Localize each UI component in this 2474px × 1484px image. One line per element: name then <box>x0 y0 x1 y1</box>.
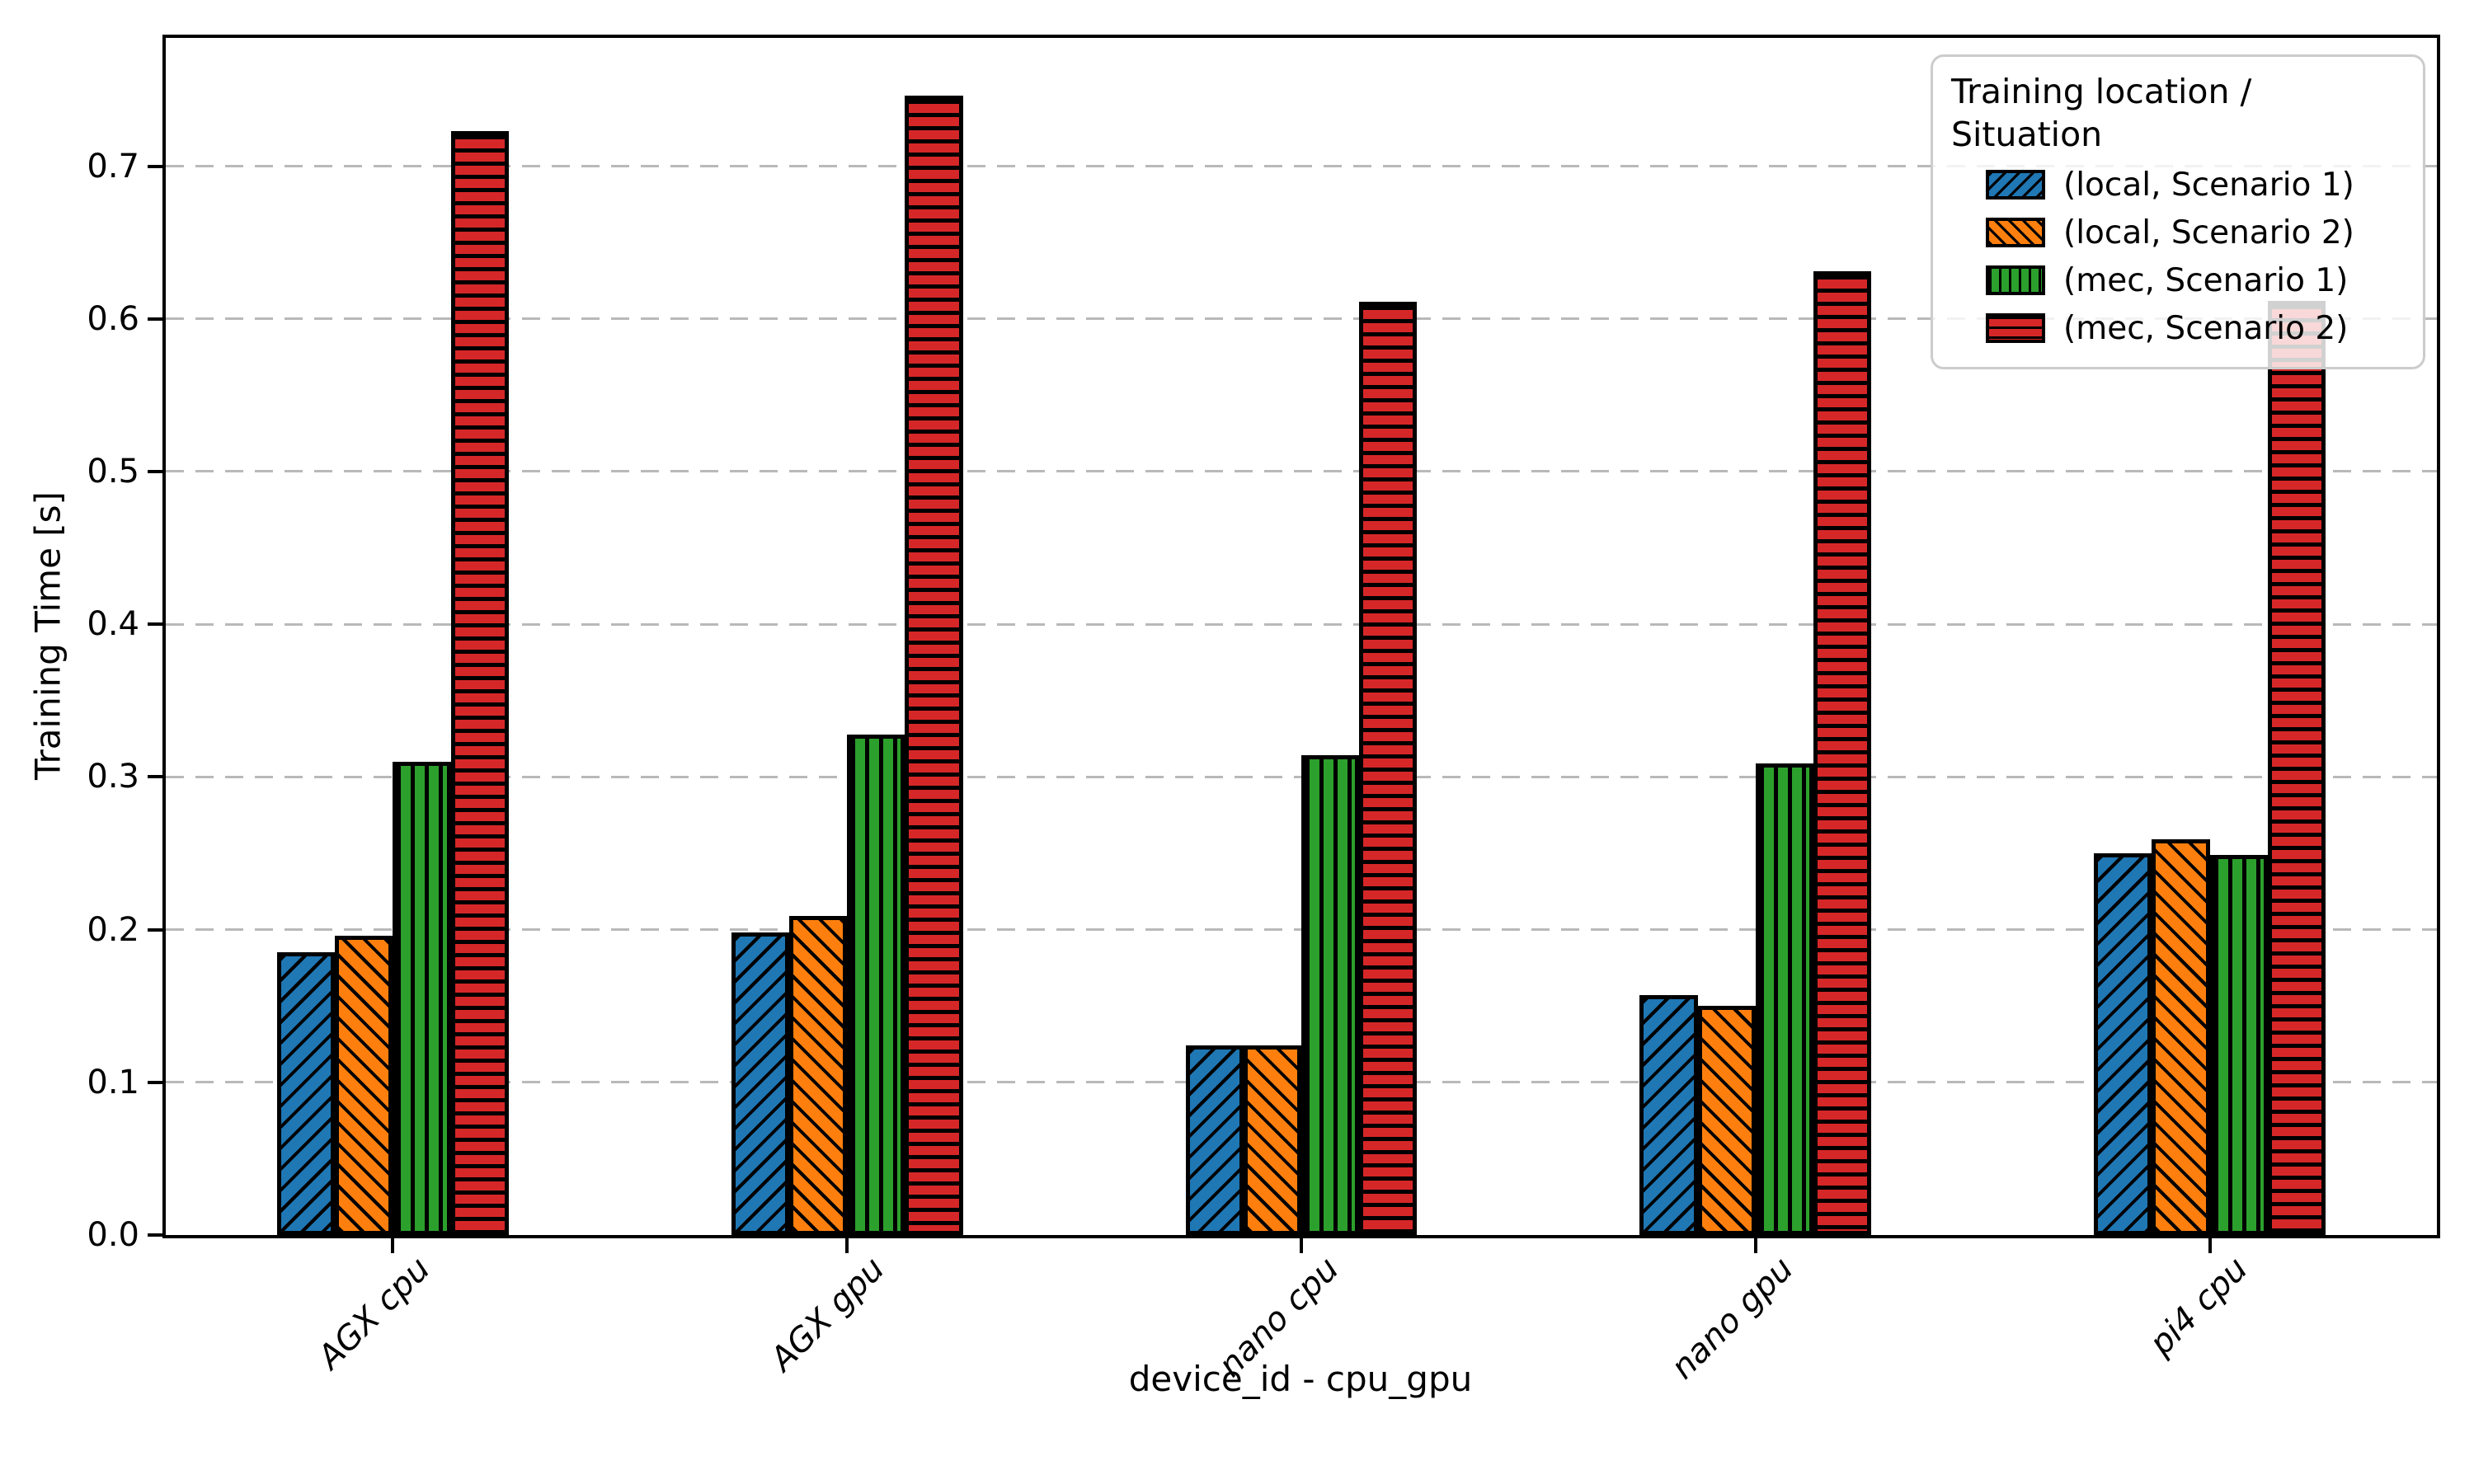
bar-AGX-gpu-s2 <box>788 915 848 1235</box>
y-tick-mark <box>148 1080 162 1084</box>
gridline <box>166 622 2437 626</box>
bar-pi4-cpu-s1 <box>2094 853 2152 1235</box>
y-tick-label: 0.3 <box>87 758 139 796</box>
x-axis-label: device_id - cpu_gpu <box>1128 1359 1473 1399</box>
x-tick-mark <box>391 1238 395 1253</box>
legend-item: (local, Scenario 2) <box>1951 209 2405 256</box>
bar-nano-cpu-s2 <box>1243 1045 1301 1235</box>
legend-title: Training location / Situation <box>1951 72 2252 154</box>
legend-item-label: (mec, Scenario 2) <box>2063 309 2349 347</box>
legend-item: (mec, Scenario 1) <box>1951 256 2405 304</box>
bar-AGX-cpu-s1 <box>276 952 336 1235</box>
legend: Training location / Situation (local, Sc… <box>1931 54 2425 369</box>
y-tick-label: 0.2 <box>87 910 139 949</box>
y-tick-label: 0.1 <box>87 1063 139 1101</box>
x-tick-mark <box>1753 1238 1757 1253</box>
bar-pi4-cpu-s4 <box>2267 300 2326 1235</box>
gridline <box>166 470 2437 473</box>
bar-pi4-cpu-s2 <box>2152 839 2210 1235</box>
bar-AGX-cpu-s4 <box>450 130 509 1235</box>
bar-AGX-gpu-s4 <box>905 96 963 1235</box>
gridline <box>166 165 2437 168</box>
legend-swatch <box>1986 313 2045 343</box>
legend-swatch <box>1986 170 2045 200</box>
legend-item-label: (local, Scenario 1) <box>2063 166 2354 204</box>
bar-nano-gpu-s3 <box>1755 763 1814 1235</box>
x-tick-mark <box>2208 1238 2212 1253</box>
legend-item: (local, Scenario 1) <box>1951 161 2405 209</box>
y-tick-mark <box>148 622 162 627</box>
bar-AGX-gpu-s3 <box>847 734 905 1235</box>
bar-AGX-cpu-s3 <box>393 761 451 1235</box>
y-tick-label: 0.6 <box>87 299 139 338</box>
legend-item: (mec, Scenario 2) <box>1951 304 2405 352</box>
bar-nano-gpu-s1 <box>1639 995 1698 1235</box>
bar-AGX-gpu-s1 <box>731 932 789 1235</box>
bar-AGX-cpu-s2 <box>335 936 393 1235</box>
gridline <box>166 317 2437 321</box>
y-tick-mark <box>148 928 162 932</box>
bar-nano-cpu-s1 <box>1185 1045 1244 1235</box>
y-tick-label: 0.5 <box>87 452 139 491</box>
bar-nano-cpu-s4 <box>1359 302 1418 1235</box>
x-tick-mark <box>845 1238 849 1253</box>
bar-nano-gpu-s4 <box>1813 271 1872 1235</box>
x-tick-label: AGX cpu <box>311 1250 438 1377</box>
legend-swatch <box>1986 265 2045 295</box>
bar-pi4-cpu-s3 <box>2209 854 2268 1235</box>
plot-area: Training location / Situation (local, Sc… <box>162 35 2440 1238</box>
y-tick-mark <box>148 775 162 779</box>
y-tick-mark <box>148 1233 162 1237</box>
bar-nano-gpu-s2 <box>1697 1006 1756 1235</box>
legend-swatch <box>1986 218 2045 247</box>
y-axis-label: Training Time [s] <box>27 491 68 780</box>
y-tick-mark <box>148 164 162 168</box>
y-tick-mark <box>148 469 162 473</box>
y-tick-mark <box>148 317 162 321</box>
bar-nano-cpu-s3 <box>1301 755 1360 1235</box>
legend-item-label: (mec, Scenario 1) <box>2063 261 2349 299</box>
y-tick-label: 0.4 <box>87 605 139 644</box>
legend-item-label: (local, Scenario 2) <box>2063 214 2354 251</box>
y-tick-label: 0.7 <box>87 147 139 186</box>
x-tick-mark <box>1300 1238 1303 1253</box>
legend-items: (local, Scenario 1) (local, Scenario 2) (m… <box>1951 161 2405 352</box>
y-tick-label: 0.0 <box>87 1216 139 1254</box>
x-tick-label: pi4 cpu <box>2142 1250 2255 1363</box>
